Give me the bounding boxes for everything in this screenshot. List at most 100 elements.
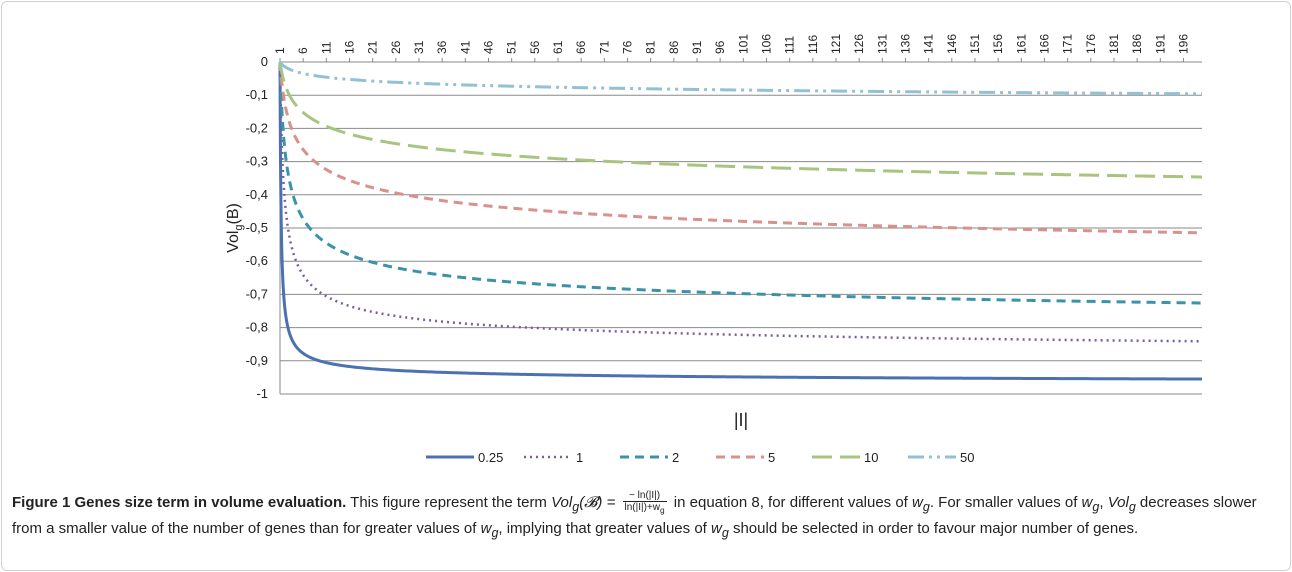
y-tick-label: -0,7 [246,286,268,301]
legend-label-0.25: 0.25 [478,450,503,465]
w-var-4: wg [711,519,729,540]
w-var-3: wg [480,519,499,540]
y-tick-label: -0,1 [246,87,268,102]
x-tick-label: 71 [597,40,611,54]
x-tick-label: 136 [898,34,912,54]
x-tick-label: 156 [991,34,1005,54]
x-tick-label: 166 [1037,34,1051,54]
x-tick-label: 116 [806,35,820,54]
x-tick-label: 11 [319,41,333,54]
fraction-numerator: − ln(|I|) [622,490,667,502]
caption-text-7: should be selected in order to favour ma… [728,519,1139,537]
x-tick-label: 161 [1014,34,1028,54]
vol-var: Volg [1107,493,1136,514]
w-var-1: wg [912,493,930,514]
legend-label-1: 1 [576,450,583,465]
x-tick-label: 101 [736,34,750,54]
x-tick-label: 26 [389,40,403,54]
fraction-denominator: ln(|I|)+wg [623,502,667,516]
x-tick-label: 36 [435,40,449,54]
series-lines [278,61,1203,381]
vol-var-sub: g [1128,499,1136,514]
x-tick-label: 181 [1107,34,1121,54]
y-axis-title: Volg(B) [225,203,245,253]
x-tick-label: 86 [667,40,681,54]
x-tick-label: 31 [412,40,426,54]
x-tick-label: 176 [1084,34,1098,54]
series-line-0.25 [278,61,1203,381]
w-var-3-sub: g [491,525,499,540]
x-tick-label: 61 [551,40,565,54]
legend-label-50: 50 [960,450,974,465]
x-tick-label: 106 [759,34,773,54]
fraction-denominator-sub: g [660,505,665,515]
x-tick-label: 1 [273,47,287,54]
x-tick-label: 6 [296,47,310,54]
y-tick-label: -0,5 [246,220,268,235]
w-var-4-text: w [711,519,722,537]
x-tick-label: 146 [945,34,959,54]
w-var-2-text: w [1081,493,1093,511]
x-tick-label: 191 [1153,34,1167,54]
caption-title: Figure 1 Genes size term in volume evalu… [12,493,347,511]
series-line-50 [278,61,1203,96]
y-tick-label: -0,4 [246,187,268,202]
line-chart: 0 -0,1 -0,2 -0,3 -0,4 -0,5 -0,6 -0,7 -0,8 -0,9 -1 1… [225,34,1203,465]
x-tick-label: 121 [829,34,843,54]
x-tick-label: 141 [922,34,936,54]
y-tick-label: -1 [256,386,268,401]
y-tick-label: -0,6 [246,253,268,268]
vol-var-text: Vol [1107,493,1129,511]
x-tick-label: 111 [783,35,797,54]
caption-text-2: in equation 8, for different values of [669,493,913,511]
y-tick-label: -0,9 [246,353,268,368]
x-tick-label: 76 [620,40,634,54]
series-line-2 [278,61,1203,305]
formula-lhs-sub: g [572,499,580,514]
fraction-denominator-text: ln(|I|)+w [624,502,660,513]
x-tick-label: 56 [528,40,542,54]
caption-text-5: decreases slower from a smaller value of… [12,493,1257,537]
x-tick-label: 186 [1130,34,1144,54]
caption-text-3: . For smaller values of [929,493,1082,511]
x-axis-title: |I| [734,410,748,430]
caption-text-4: , [1099,493,1108,511]
w-var-2: wg [1081,493,1100,514]
w-var-2-sub: g [1092,499,1100,514]
grid-lines [280,61,1202,395]
figure-caption: Figure 1 Genes size term in volume evalu… [12,490,1282,544]
x-tick-label: 66 [574,40,588,54]
y-tick-label: -0,8 [246,320,268,335]
chart-legend: 0.25 1 2 5 10 50 [426,450,974,465]
x-tick-label: 41 [458,40,472,54]
x-tick-label: 126 [852,34,866,54]
x-tick-label: 171 [1061,34,1075,54]
y-tick-label: -0,3 [246,154,268,169]
x-tick-label: 131 [875,34,889,54]
x-tick-label: 16 [342,40,356,54]
w-var-1-text: w [912,493,923,511]
caption-text-6: , implying that greater values of [498,519,711,537]
caption-text-1: This figure represent the term [346,493,552,511]
x-tick-label: 51 [505,40,519,54]
x-tick-label: 46 [481,40,495,54]
y-tick-label: -0,2 [246,120,268,135]
x-tick-label: 91 [690,40,704,54]
series-line-5 [278,61,1203,235]
x-tick-label: 96 [713,40,727,54]
formula-arg: (𝓑) = [579,493,620,511]
y-tick-label: 0 [261,54,268,69]
chart-axes: 0 -0,1 -0,2 -0,3 -0,4 -0,5 -0,6 -0,7 -0,8 -0,9 -1 1… [225,34,1190,430]
formula-lhs-text: Vol [551,493,573,511]
legend-label-5: 5 [768,450,775,465]
series-line-1 [278,61,1203,343]
series-line-10 [278,61,1203,179]
x-tick-label: 151 [968,34,982,54]
formula-fraction: − ln(|I|) ln(|I|)+wg [622,490,667,516]
w-var-3-text: w [480,519,492,537]
legend-label-2: 2 [672,450,679,465]
x-tick-label: 81 [644,40,658,54]
legend-label-10: 10 [864,450,878,465]
w-var-4-sub: g [721,525,729,540]
